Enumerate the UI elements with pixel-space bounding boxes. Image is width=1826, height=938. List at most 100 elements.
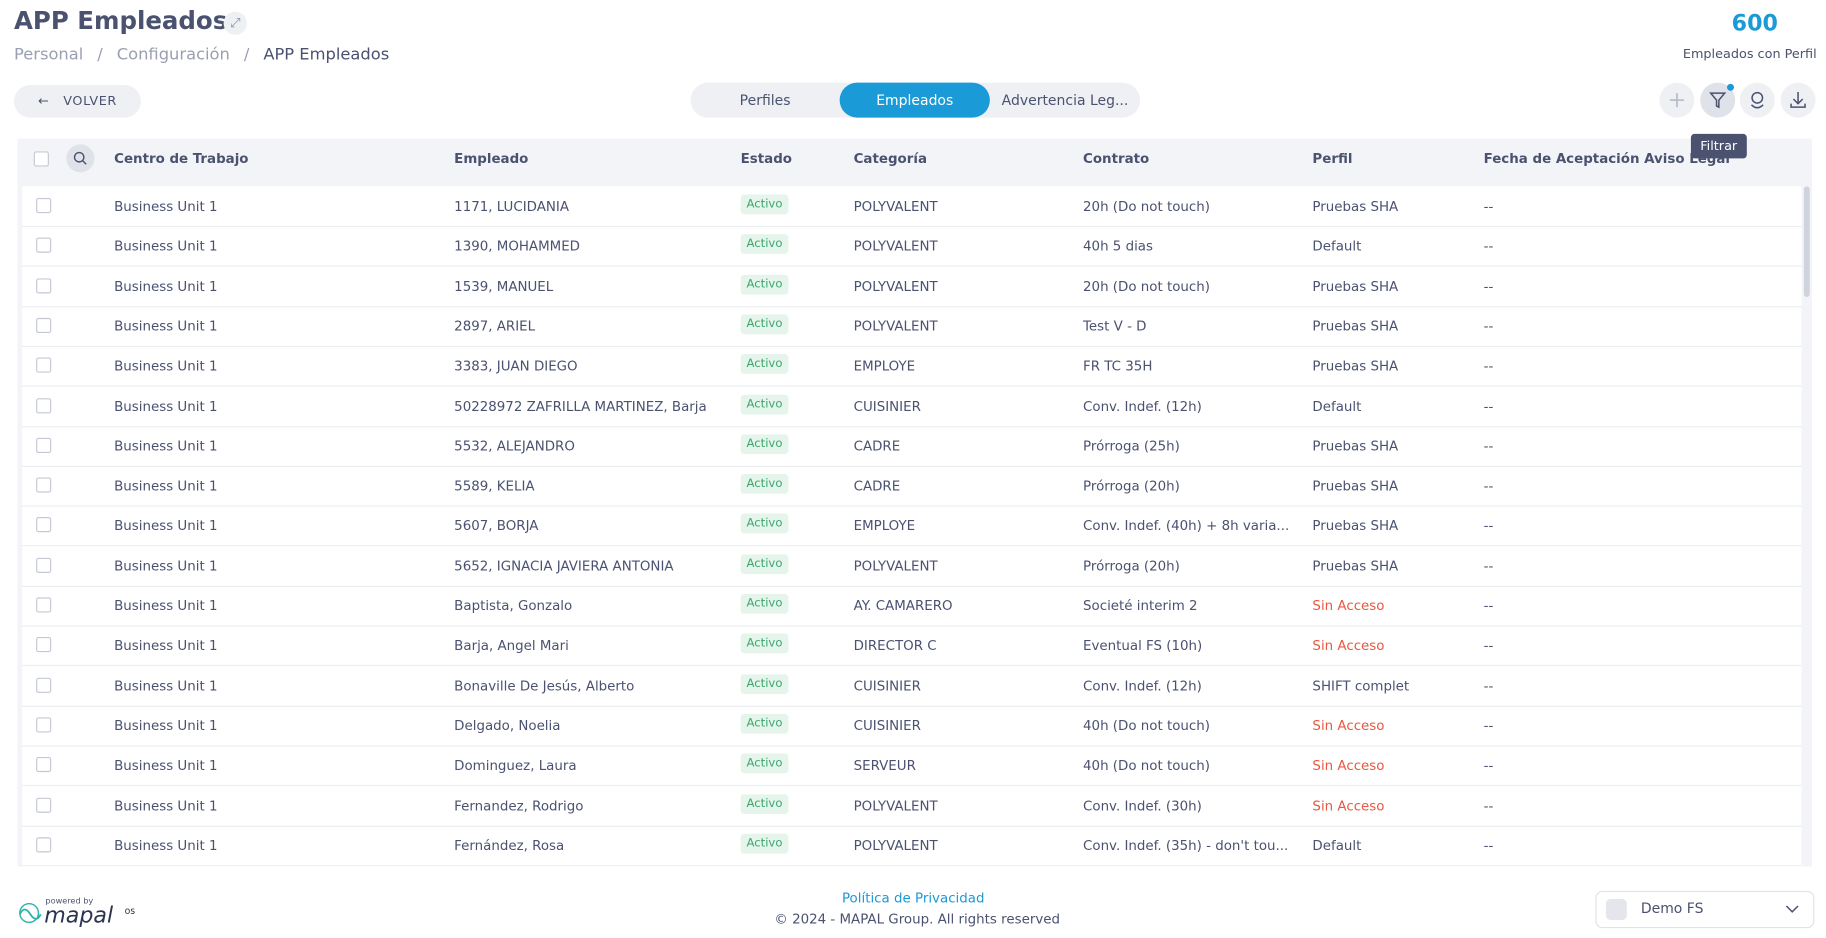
cell: -- bbox=[1483, 277, 1494, 295]
row-checkbox[interactable] bbox=[36, 317, 52, 333]
cell: 5607, BORJA bbox=[454, 517, 539, 534]
row-checkbox[interactable] bbox=[36, 197, 52, 214]
table-row[interactable]: Business Unit 1 Dominguez, Laura Activo SER… bbox=[22, 746, 1802, 787]
cell: 5652, IGNACIA JAVIERA ANTONIA bbox=[454, 557, 674, 574]
page-title: APP Empleados bbox=[13, 6, 228, 35]
table-row[interactable]: Business Unit 1 5652, IGNACIA JAVIERA ANT… bbox=[22, 546, 1802, 587]
column-header[interactable]: Centro de Trabajo bbox=[114, 150, 249, 167]
cell: Business Unit 1 bbox=[114, 797, 218, 814]
cell: -- bbox=[1483, 597, 1494, 614]
cell: POLYVALENT bbox=[853, 797, 938, 814]
cell: Sin Acceso bbox=[1312, 637, 1385, 654]
select-icons bbox=[1605, 899, 1799, 920]
status-badge: Activo bbox=[740, 474, 789, 494]
status-badge: Activo bbox=[740, 194, 789, 215]
cell: -- bbox=[1483, 517, 1494, 534]
search-button[interactable] bbox=[66, 144, 95, 173]
cell: -- bbox=[1483, 557, 1494, 574]
row-checkbox[interactable] bbox=[36, 677, 52, 693]
column-header[interactable]: Fecha de Aceptación Aviso Legal bbox=[1483, 150, 1731, 167]
row-checkbox[interactable] bbox=[36, 277, 52, 293]
column-header[interactable]: Empleado bbox=[454, 150, 529, 167]
cell: Conv. Indef. (35h) - don't tou... bbox=[1083, 837, 1289, 854]
cell: Business Unit 1 bbox=[114, 437, 218, 454]
row-checkbox[interactable] bbox=[36, 557, 52, 573]
status-badge: Activo bbox=[740, 673, 789, 694]
status-badge: Activo bbox=[740, 553, 789, 574]
column-header[interactable]: Perfil bbox=[1312, 150, 1353, 167]
column-header[interactable]: Contrato bbox=[1083, 150, 1150, 167]
search-icon bbox=[73, 151, 87, 165]
column-header[interactable]: Estado bbox=[740, 150, 792, 167]
tab[interactable]: Perfiles bbox=[739, 91, 791, 109]
copyright: © 2024 - MAPAL Group. All rights reserve… bbox=[774, 910, 1061, 927]
cell: FR TC 35H bbox=[1083, 357, 1153, 375]
table-row[interactable]: Business Unit 1 5607, BORJA Activo EMPLOYE C… bbox=[22, 506, 1802, 547]
table-row[interactable]: Business Unit 1 1539, MANUEL Activo POLYVAL… bbox=[22, 266, 1802, 307]
breadcrumb-item[interactable]: Personal bbox=[13, 45, 84, 65]
table-row[interactable]: Business Unit 1 5589, KELIA Activo CADRE Pró… bbox=[22, 466, 1802, 507]
table-row[interactable]: Business Unit 1 Barja, Angel Mari Activo DI… bbox=[22, 626, 1802, 667]
cell: -- bbox=[1483, 717, 1494, 734]
logo-powered: powered by bbox=[45, 896, 94, 907]
cell: CUISINIER bbox=[853, 717, 921, 734]
back-button[interactable]: ← VOLVER bbox=[13, 85, 141, 118]
tab[interactable]: Empleados bbox=[839, 82, 990, 118]
cell: -- bbox=[1483, 637, 1494, 654]
row-checkbox[interactable] bbox=[36, 597, 52, 613]
cell: CUISINIER bbox=[853, 677, 921, 694]
cell: 40h (Do not touch) bbox=[1083, 717, 1210, 734]
breadcrumb-item[interactable]: Configuración bbox=[116, 45, 230, 65]
scrollbar[interactable] bbox=[1803, 186, 1810, 297]
table-row[interactable]: Business Unit 1 1390, MOHAMMED Activo POLYV… bbox=[22, 226, 1802, 268]
table-row[interactable]: Business Unit 1 Fernandez, Rodrigo Activo P… bbox=[22, 785, 1802, 827]
table-row[interactable]: Business Unit 1 2897, ARIEL Activo POLYVALE… bbox=[22, 306, 1802, 347]
column-header[interactable]: Categoría bbox=[853, 150, 927, 167]
row-checkbox[interactable] bbox=[36, 757, 52, 773]
tab[interactable]: Advertencia Leg... bbox=[1001, 91, 1129, 109]
cell: Societé interim 2 bbox=[1083, 597, 1198, 614]
tabs: Perfiles Empleados Advertencia Leg... bbox=[690, 82, 1141, 118]
cell: Default bbox=[1312, 237, 1362, 255]
add-button[interactable] bbox=[1659, 82, 1695, 118]
row-checkbox[interactable] bbox=[36, 437, 52, 453]
cell: POLYVALENT bbox=[853, 317, 938, 335]
table-row[interactable]: Business Unit 1 5532, ALEJANDRO Activo CADR… bbox=[22, 426, 1802, 467]
status-badge: Activo bbox=[740, 753, 789, 774]
row-checkbox[interactable] bbox=[36, 637, 52, 653]
download-button[interactable] bbox=[1780, 82, 1816, 118]
privacy-link[interactable]: Política de Privacidad bbox=[841, 889, 985, 907]
table-body: Business Unit 1 1171, LUCIDANIA Activo POLY… bbox=[22, 186, 1802, 867]
status-badge: Activo bbox=[740, 593, 789, 614]
company-select[interactable] bbox=[1595, 890, 1815, 929]
cell: 1390, MOHAMMED bbox=[454, 237, 580, 255]
row-checkbox[interactable] bbox=[36, 397, 52, 413]
cell: -- bbox=[1483, 797, 1494, 814]
cell: Business Unit 1 bbox=[114, 717, 218, 734]
row-checkbox[interactable] bbox=[36, 357, 52, 373]
logo-icon bbox=[18, 902, 42, 924]
expand-button[interactable]: ⤢ bbox=[223, 11, 247, 35]
row-checkbox[interactable] bbox=[36, 797, 52, 813]
row-checkbox[interactable] bbox=[36, 237, 52, 254]
location-icon bbox=[1750, 91, 1764, 109]
table-row[interactable]: Business Unit 1 Fernández, Rosa Activo POLY… bbox=[22, 825, 1802, 867]
cell: Business Unit 1 bbox=[114, 677, 218, 694]
row-checkbox[interactable] bbox=[36, 837, 52, 853]
location-button[interactable] bbox=[1739, 82, 1775, 118]
table-row[interactable]: Business Unit 1 Baptista, Gonzalo Activo AY… bbox=[22, 586, 1802, 627]
table-row[interactable]: Business Unit 1 Bonaville De Jesús, Alber… bbox=[22, 666, 1802, 707]
cell: 5589, KELIA bbox=[454, 477, 535, 494]
cell: Prórroga (25h) bbox=[1083, 437, 1180, 454]
table-row[interactable]: Business Unit 1 Delgado, Noelia Activo CUIS… bbox=[22, 706, 1802, 747]
table-row[interactable]: Business Unit 1 3383, JUAN DIEGO Activo EMP… bbox=[22, 346, 1802, 387]
select-all[interactable] bbox=[33, 151, 49, 167]
filter-button[interactable] bbox=[1700, 82, 1736, 118]
table-row[interactable]: Business Unit 1 1171, LUCIDANIA Activo POLY… bbox=[22, 186, 1802, 228]
row-checkbox[interactable] bbox=[36, 477, 52, 493]
cell: CADRE bbox=[853, 477, 901, 494]
cell: -- bbox=[1483, 397, 1494, 414]
table-row[interactable]: Business Unit 1 50228972 ZAFRILLA MARTINE… bbox=[22, 386, 1802, 427]
row-checkbox[interactable] bbox=[36, 717, 52, 733]
row-checkbox[interactable] bbox=[36, 517, 52, 533]
